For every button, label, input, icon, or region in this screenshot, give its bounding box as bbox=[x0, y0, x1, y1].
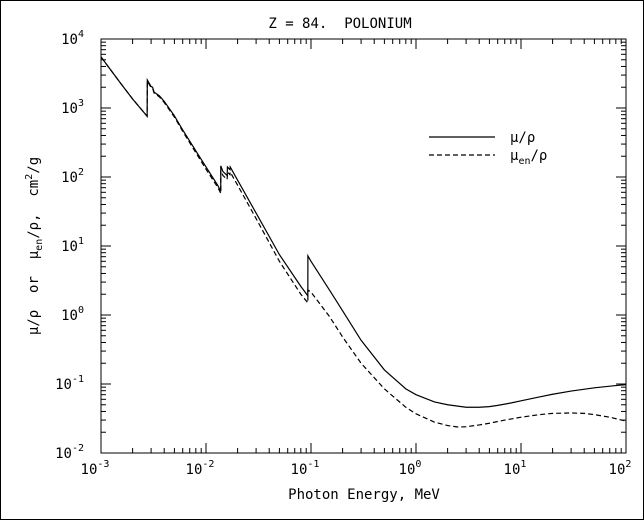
y-tick-label-exponent: -2 bbox=[72, 443, 84, 454]
legend-label-subscript: en bbox=[518, 156, 530, 167]
chart-title: Z = 84. POLONIUM bbox=[268, 16, 411, 32]
y-tick-label-base: 10 bbox=[55, 446, 72, 462]
plot-area bbox=[100, 38, 627, 454]
y-label-text: μ/ρ or μ bbox=[26, 250, 42, 335]
y-tick-label-exponent: 4 bbox=[78, 29, 84, 40]
y-tick-label-exponent: 2 bbox=[78, 167, 84, 178]
y-tick-label-exponent: -1 bbox=[72, 374, 84, 385]
x-tick-label: 100 bbox=[399, 459, 422, 478]
y-tick-label: 101 bbox=[61, 236, 84, 255]
x-tick-label-exponent: 2 bbox=[625, 459, 631, 470]
x-tick-label: 10-2 bbox=[186, 459, 215, 478]
x-tick-label-exponent: -2 bbox=[202, 459, 214, 470]
x-tick-label-base: 10 bbox=[609, 462, 626, 478]
legend-label-main: μ/ρ bbox=[510, 130, 535, 146]
y-tick-label: 100 bbox=[61, 305, 84, 324]
x-tick-label-exponent: 1 bbox=[520, 459, 526, 470]
x-tick-label-base: 10 bbox=[399, 462, 416, 478]
x-tick-label-base: 10 bbox=[291, 462, 308, 478]
y-tick-label-base: 10 bbox=[61, 239, 78, 255]
y-tick-label-base: 10 bbox=[61, 308, 78, 324]
x-tick-label-exponent: -1 bbox=[307, 459, 319, 470]
x-tick-label: 10-3 bbox=[81, 459, 110, 478]
legend-label-tail: /ρ bbox=[530, 148, 547, 164]
x-tick-label-exponent: -3 bbox=[97, 459, 109, 470]
series-line-mu-en-rho bbox=[100, 56, 627, 428]
x-axis-label: Photon Energy, MeV bbox=[288, 487, 440, 503]
axis-ticks bbox=[100, 39, 626, 454]
y-label-text: /g bbox=[26, 157, 42, 174]
y-tick-label-base: 10 bbox=[61, 32, 78, 48]
y-tick-label: 10-1 bbox=[55, 374, 84, 393]
x-tick-label: 102 bbox=[609, 459, 632, 478]
legend-label-main: μ bbox=[510, 148, 519, 164]
x-tick-label-exponent: 0 bbox=[415, 459, 421, 470]
y-label-text: /ρ, cm bbox=[26, 180, 42, 239]
x-tick-labels: 10-3 10-2 10-1 100 101 102 bbox=[81, 459, 632, 478]
y-label-subscript: en bbox=[34, 239, 45, 251]
y-tick-label-base: 10 bbox=[61, 101, 78, 117]
x-tick-label-base: 10 bbox=[504, 462, 521, 478]
y-tick-label: 102 bbox=[61, 167, 84, 186]
y-label-superscript: 2 bbox=[24, 174, 35, 180]
y-tick-label: 103 bbox=[61, 98, 84, 117]
y-tick-label-exponent: 0 bbox=[78, 305, 84, 316]
legend-label: μ/ρ bbox=[510, 130, 535, 146]
y-tick-label-exponent: 1 bbox=[78, 236, 84, 247]
y-tick-label-base: 10 bbox=[61, 170, 78, 186]
y-tick-label: 10-2 bbox=[55, 443, 84, 462]
x-tick-label-base: 10 bbox=[186, 462, 203, 478]
y-tick-label-exponent: 3 bbox=[78, 98, 84, 109]
series-layer bbox=[100, 56, 627, 428]
x-tick-label-base: 10 bbox=[81, 462, 98, 478]
x-tick-label: 101 bbox=[504, 459, 527, 478]
x-tick-label: 10-1 bbox=[291, 459, 320, 478]
legend-label: μen/ρ bbox=[510, 148, 547, 167]
y-tick-label-base: 10 bbox=[55, 377, 72, 393]
series-line-mu-rho bbox=[100, 56, 627, 408]
y-axis-label: μ/ρ or μen/ρ, cm2/g bbox=[24, 157, 45, 335]
y-tick-label: 104 bbox=[61, 29, 84, 48]
